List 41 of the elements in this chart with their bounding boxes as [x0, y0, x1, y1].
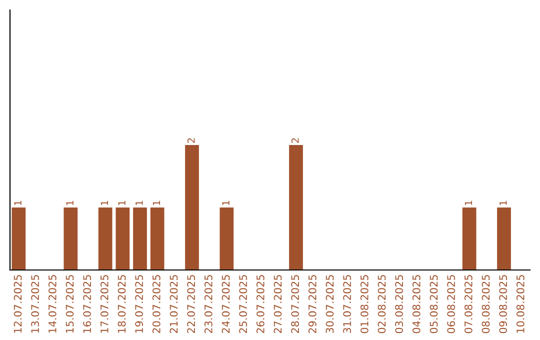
data-label: 1	[222, 200, 230, 206]
x-tick-label: 18.07.2025	[118, 275, 126, 333]
x-tick-label: 03.08.2025	[395, 275, 404, 334]
x-tick-label: 22.07.2025	[187, 275, 196, 334]
x-tick-label: 17.07.2025	[100, 275, 108, 333]
x-tick-label: 15.07.2025	[66, 275, 74, 333]
x-tick-label: 01.08.2025	[360, 275, 368, 334]
x-tick-label: 21.07.2025	[170, 275, 178, 334]
x-tick-label: 31.07.2025	[343, 275, 352, 334]
x-tick-label: 05.08.2025	[430, 275, 438, 334]
x-tick-label: 10.08.2025	[516, 275, 524, 333]
data-label: 2	[291, 138, 299, 143]
x-tick-label: 14.07.2025	[48, 275, 56, 333]
x-tick-label: 23.07.2025	[204, 275, 212, 334]
x-tick-label: 19.07.2025	[135, 275, 144, 333]
x-tick-label: 28.07.2025	[291, 275, 300, 334]
x-tick-label: 30.07.2025	[326, 275, 334, 334]
x-tick-label: 20.07.2025	[152, 275, 160, 334]
x-tick-label: 02.08.2025	[378, 275, 386, 334]
x-tick-label: 24.07.2025	[222, 275, 230, 334]
data-label: 1	[66, 200, 74, 206]
x-tick-label: 29.07.2025	[308, 275, 316, 334]
x-tick-label: 06.08.2025	[447, 275, 456, 334]
x-tick-label: 16.07.2025	[83, 275, 92, 333]
x-tick-label: 08.08.2025	[482, 275, 490, 334]
data-label: 2	[187, 138, 195, 143]
x-tick-label: 25.07.2025	[239, 275, 248, 334]
x-tick-label: 26.07.2025	[256, 275, 264, 334]
data-label: 1	[464, 200, 472, 206]
x-tick-label: 04.08.2025	[412, 275, 420, 334]
data-label: 1	[152, 200, 160, 206]
x-tick-label: 12.07.2025	[14, 275, 22, 333]
x-tick-label: 07.08.2025	[464, 275, 472, 334]
data-label: 1	[100, 200, 108, 206]
x-tick-label: 09.08.2025	[499, 275, 508, 334]
data-label: 1	[500, 200, 507, 206]
x-tick-label: 27.07.2025	[274, 275, 282, 334]
data-label: 1	[14, 200, 22, 206]
data-label: 1	[136, 200, 143, 206]
data-label: 1	[118, 200, 126, 206]
x-tick-label: 13.07.2025	[31, 275, 40, 333]
